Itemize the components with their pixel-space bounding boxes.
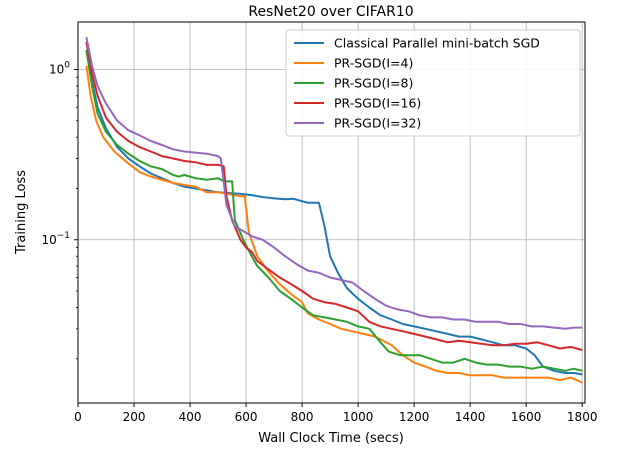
- x-tick-label: 400: [179, 410, 202, 424]
- plot-frame: [77, 21, 586, 404]
- legend: Classical Parallel mini-batch SGD PR-SGD(…: [285, 29, 581, 137]
- x-tick-label: 800: [291, 410, 314, 424]
- chart-title: ResNet20 over CIFAR10: [248, 4, 413, 20]
- x-tick-label: 1000: [343, 410, 374, 424]
- axis-ticks: 0 200 400 600 800 1000 1200 1400 1600 1800 100 10−1: [41, 60, 597, 424]
- x-tick-label: 1800: [567, 410, 598, 424]
- legend-box: [285, 29, 581, 137]
- legend-label: PR-SGD(I=8): [334, 76, 413, 91]
- series-line: [85, 49, 583, 372]
- legend-label: PR-SGD(I=16): [334, 96, 421, 111]
- y-axis-label: Training Loss: [14, 170, 29, 255]
- legend-label: PR-SGD(I=32): [334, 116, 421, 131]
- x-tick-label: 1600: [511, 410, 542, 424]
- x-tick-label: 0: [74, 410, 82, 424]
- series-layer: [85, 36, 583, 384]
- x-axis-label: Wall Clock Time (secs): [258, 431, 404, 446]
- legend-label: Classical Parallel mini-batch SGD: [334, 36, 540, 51]
- x-tick-label: 200: [123, 410, 146, 424]
- series-line: [85, 36, 583, 330]
- y-tick-label: 100: [49, 60, 70, 76]
- x-tick-label: 600: [235, 410, 258, 424]
- x-tick-label: 1400: [455, 410, 486, 424]
- series-line: [85, 65, 583, 384]
- y-tick-label: 10−1: [41, 231, 70, 247]
- x-tick-label: 1200: [399, 410, 430, 424]
- legend-label: PR-SGD(I=4): [334, 56, 413, 71]
- series-line: [85, 41, 583, 352]
